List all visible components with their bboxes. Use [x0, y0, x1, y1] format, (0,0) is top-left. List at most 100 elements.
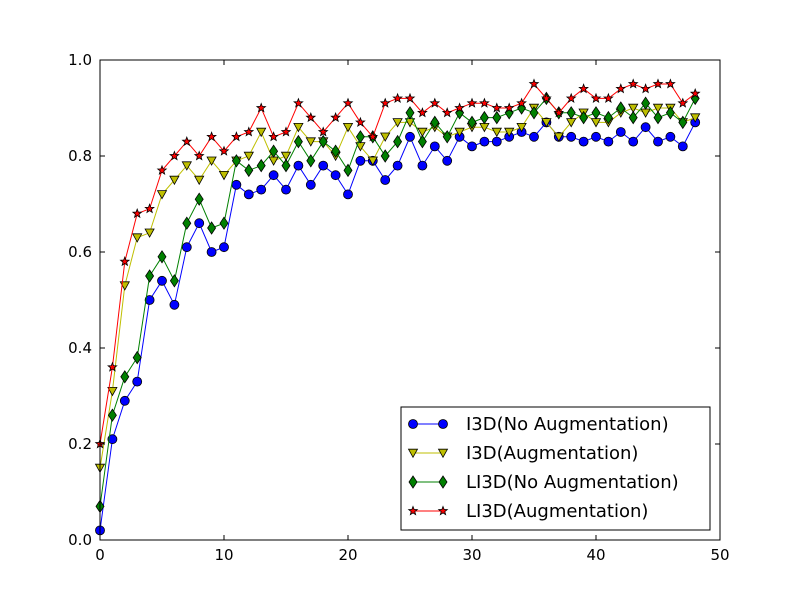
- legend-marker: [438, 419, 448, 429]
- data-point: [578, 136, 589, 147]
- data-point: [591, 131, 601, 142]
- data-point: [343, 163, 353, 178]
- data-point: [603, 110, 613, 125]
- data-point: [566, 106, 576, 120]
- data-point: [107, 408, 117, 422]
- data-point: [652, 78, 664, 89]
- data-point: [404, 92, 416, 103]
- data-point: [678, 115, 688, 130]
- data-point: [380, 149, 390, 163]
- data-point: [293, 134, 303, 149]
- data-point: [132, 376, 143, 387]
- data-point: [541, 92, 552, 103]
- data-point: [479, 97, 490, 108]
- legend: I3D(No Augmentation) I3D(Augmentation) LI3…: [400, 406, 711, 531]
- data-point: [578, 83, 589, 94]
- data-point: [318, 134, 328, 149]
- x-tick-label: 30: [462, 546, 481, 564]
- data-point: [677, 141, 688, 152]
- data-point: [256, 184, 267, 195]
- y-tick-label: 0.8: [68, 147, 92, 165]
- data-point: [516, 123, 527, 133]
- data-point: [615, 127, 626, 137]
- data-point: [566, 131, 577, 142]
- ticks-layer: 0 10 20 30 40 50 0.0 0.2 0.4 0.6 0.8 1.0: [68, 51, 729, 564]
- data-point: [244, 163, 254, 178]
- data-point: [690, 113, 701, 123]
- legend-label: I3D(No Augmentation): [466, 414, 669, 435]
- data-point: [553, 107, 565, 118]
- data-point: [442, 155, 453, 166]
- series-layer: [94, 78, 701, 536]
- data-point: [653, 110, 663, 125]
- data-point: [231, 154, 241, 168]
- data-point: [193, 150, 205, 161]
- data-point: [355, 155, 366, 166]
- x-tick-label: 20: [338, 546, 357, 564]
- data-point: [132, 350, 142, 365]
- data-point: [392, 118, 403, 128]
- data-point: [330, 170, 341, 181]
- data-point: [627, 78, 639, 89]
- data-point: [652, 103, 664, 114]
- data-point: [218, 170, 230, 181]
- series-4: [94, 78, 701, 449]
- data-point: [429, 141, 440, 152]
- data-point: [331, 144, 341, 158]
- data-point: [430, 115, 440, 130]
- data-point: [466, 97, 478, 108]
- data-point: [380, 175, 391, 185]
- data-point: [305, 111, 317, 123]
- legend-label: I3D(Augmentation): [466, 443, 638, 464]
- data-point: [393, 134, 403, 149]
- data-point: [256, 127, 267, 138]
- data-point: [107, 386, 118, 397]
- data-point: [454, 127, 465, 138]
- data-point: [144, 228, 155, 238]
- data-point: [231, 131, 242, 142]
- data-point: [653, 136, 663, 147]
- data-point: [330, 111, 341, 123]
- data-point: [454, 102, 465, 113]
- data-point: [343, 189, 353, 200]
- legend-marker: [407, 505, 419, 516]
- data-point: [157, 275, 167, 286]
- data-point: [132, 233, 143, 243]
- data-point: [491, 102, 503, 113]
- data-point: [219, 216, 229, 230]
- data-point: [218, 145, 230, 156]
- legend-marker: [407, 448, 419, 459]
- data-point: [206, 156, 217, 166]
- data-point: [107, 361, 118, 372]
- data-point: [590, 92, 602, 103]
- data-point: [355, 130, 365, 144]
- data-point: [269, 144, 279, 158]
- data-point: [392, 160, 403, 171]
- legend-label: LI3D(Augmentation): [466, 501, 648, 522]
- x-tick-label: 10: [214, 546, 233, 564]
- data-point: [367, 156, 378, 166]
- data-point: [293, 97, 304, 108]
- data-point: [280, 151, 292, 162]
- data-point: [243, 126, 255, 137]
- data-point: [516, 97, 527, 108]
- data-point: [305, 179, 316, 190]
- data-point: [120, 370, 130, 384]
- data-point: [268, 131, 279, 142]
- data-point: [157, 250, 167, 264]
- y-tick-label: 0.0: [68, 531, 92, 549]
- data-point: [281, 184, 291, 195]
- data-point: [529, 106, 539, 120]
- data-point: [131, 207, 143, 219]
- data-point: [467, 141, 477, 152]
- data-point: [182, 216, 192, 230]
- data-point: [342, 123, 354, 133]
- data-point: [491, 127, 502, 138]
- data-point: [255, 102, 267, 113]
- data-point: [492, 110, 502, 125]
- data-point: [293, 160, 304, 171]
- data-point: [206, 131, 217, 142]
- data-point: [641, 96, 651, 110]
- data-point: [231, 179, 242, 190]
- data-point: [405, 131, 415, 142]
